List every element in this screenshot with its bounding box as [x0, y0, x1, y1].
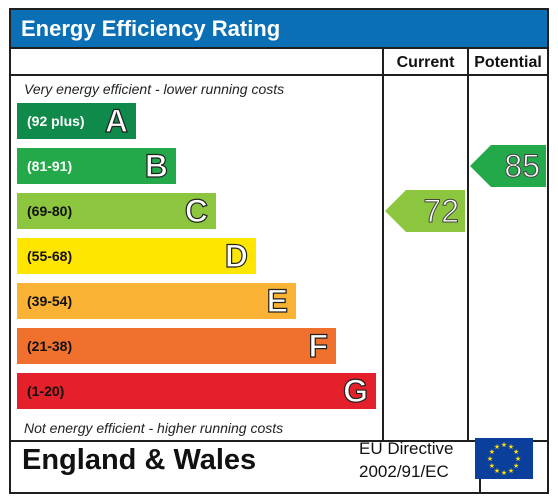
band-c: (69-80) C: [17, 192, 216, 230]
directive-label: EU Directive 2002/91/EC: [359, 437, 453, 483]
band-range-label: (1-20): [27, 383, 65, 399]
eu-star-icon: ★: [513, 448, 519, 456]
band-e: (39-54) E: [17, 282, 296, 320]
region-label: England & Wales: [22, 444, 257, 476]
directive-line-2: 2002/91/EC: [359, 462, 449, 481]
band-letter-label: G: [343, 372, 369, 409]
rule-above-footer: [11, 440, 547, 442]
band-range-label: (92 plus): [27, 113, 85, 129]
caption-bottom: Not energy efficient - higher running co…: [24, 420, 284, 436]
band-f: (21-38) F: [17, 327, 336, 365]
eu-star-icon: ★: [489, 448, 495, 456]
eu-star-icon: ★: [489, 462, 495, 470]
column-header-potential: Potential: [474, 54, 542, 71]
band-letter-label: A: [104, 102, 128, 139]
potential-rating-arrow: 85: [470, 145, 546, 187]
potential-rating-value: 85: [504, 148, 541, 185]
band-range-label: (39-54): [27, 293, 73, 309]
band-g: (1-20) G: [17, 372, 376, 410]
eu-flag-stars: ★ ★★★★★★★★★★★: [487, 441, 521, 477]
band-range-label: (55-68): [27, 248, 73, 264]
eu-star-icon: ★: [513, 462, 519, 470]
band-letter-label: C: [184, 192, 208, 229]
band-a: (92 plus) A: [17, 102, 136, 140]
eu-star-icon: ★: [508, 443, 514, 451]
epc-frame: Energy Efficiency Rating Current Potenti…: [9, 8, 549, 494]
band-d: (55-68) D: [17, 237, 256, 275]
eu-star-icon: ★: [494, 443, 500, 451]
rule-left-current: [382, 47, 384, 442]
directive-line-1: EU Directive: [359, 439, 454, 458]
eu-star-icon: ★: [508, 467, 514, 475]
band-range-label: (21-38): [27, 338, 73, 354]
caption-top: Very energy efficient - lower running co…: [24, 81, 285, 97]
rule-under-title: [11, 47, 547, 49]
band-letter-label: F: [308, 327, 329, 364]
eu-star-icon: ★: [515, 455, 521, 463]
band-letter-label: E: [266, 282, 289, 319]
eu-flag-icon: ★ ★ ★ ★ ★ ★ ★ ★ ★ ★ ★ ★: [475, 438, 533, 479]
band-letter-label: B: [144, 147, 168, 184]
eu-star-icon: ★: [487, 455, 493, 463]
rule-under-headers: [11, 74, 547, 76]
potential-arrow-shape: [470, 145, 546, 187]
rule-left-potential: [467, 47, 469, 442]
current-rating-value: 72: [423, 193, 460, 230]
eu-star-icon: ★: [494, 467, 500, 475]
chart-title: Energy Efficiency Rating: [11, 10, 547, 47]
band-letter-label: D: [224, 237, 248, 274]
band-b: (81-91) B: [17, 147, 176, 185]
eu-star-icon: ★: [501, 441, 507, 449]
eu-star-icon: ★: [501, 469, 507, 477]
current-arrow-shape: [385, 190, 465, 232]
column-header-current: Current: [396, 54, 455, 71]
current-rating-arrow: 72: [385, 190, 465, 232]
band-range-label: (69-80): [27, 203, 73, 219]
band-range-label: (81-91): [27, 158, 73, 174]
